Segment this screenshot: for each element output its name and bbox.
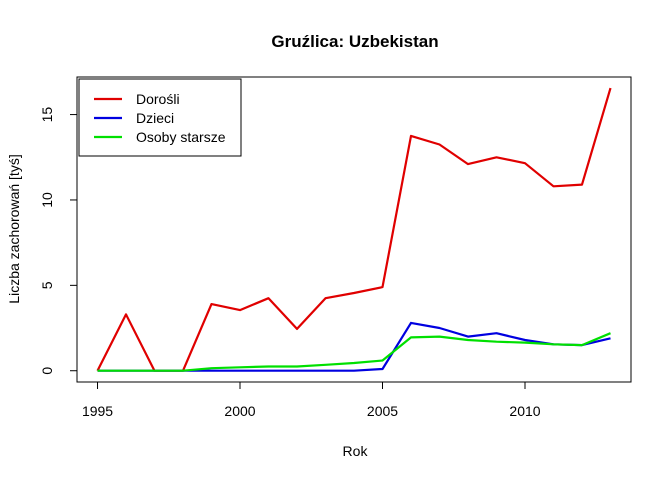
legend-label-2: Dzieci [136, 110, 174, 126]
legend-label-3: Osoby starsze [136, 129, 226, 145]
legend-label-1: Dorośli [136, 91, 180, 107]
y-tick-label: 10 [39, 192, 55, 208]
y-axis: 0 5 10 15 [39, 107, 78, 375]
x-axis: 1995 2000 2005 2010 [82, 381, 541, 419]
series-line-3 [97, 332, 611, 372]
y-tick-label: 5 [39, 281, 55, 289]
x-tick-label: 2005 [367, 403, 398, 419]
x-tick-label: 2000 [224, 403, 255, 419]
x-tick-label: 2010 [509, 403, 540, 419]
legend: Dorośli Dzieci Osoby starsze [78, 78, 242, 157]
y-axis-title: Liczba zachorowań [tyś] [6, 154, 22, 303]
x-axis-title: Rok [343, 443, 369, 459]
series-layer [96, 87, 612, 372]
y-tick-label: 15 [39, 107, 55, 123]
y-tick-label: 0 [39, 367, 55, 375]
x-tick-label: 1995 [82, 403, 113, 419]
chart-title: Gruźlica: Uzbekistan [271, 32, 438, 51]
